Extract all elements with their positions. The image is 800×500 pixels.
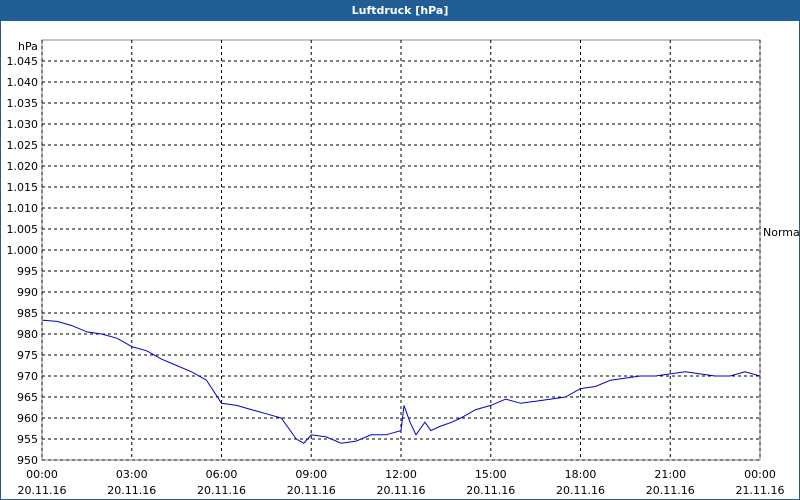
y-tick-label: 1.045 [7,55,39,68]
y-tick-label: 990 [17,286,38,299]
y-tick-label: 1.040 [7,76,39,89]
y-tick-label: 950 [17,454,38,467]
x-tick-date: 20.11.16 [377,484,426,497]
y-tick-label: 1.020 [7,160,39,173]
y-tick-label: 995 [17,265,38,278]
x-tick-date: 20.11.16 [18,484,67,497]
y-tick-label: 1.000 [7,244,39,257]
x-tick-label: 03:00 [116,468,148,481]
y-tick-label: 1.005 [7,223,39,236]
x-tick-date: 20.11.16 [197,484,246,497]
x-tick-date: 20.11.16 [556,484,605,497]
y-tick-label: 1.025 [7,139,39,152]
y-tick-label: 955 [17,433,38,446]
y-tick-label: 960 [17,412,38,425]
x-tick-label: 00:00 [744,468,776,481]
x-tick-label: 18:00 [565,468,597,481]
title-bar: Luftdruck [hPa] [1,1,799,21]
y-tick-label: 1.035 [7,97,39,110]
x-tick-date: 20.11.16 [287,484,336,497]
x-tick-label: 12:00 [385,468,417,481]
x-tick-date: 20.11.16 [646,484,695,497]
x-tick-label: 06:00 [206,468,238,481]
x-tick-date: 20.11.16 [107,484,156,497]
y-tick-label: 1.015 [7,181,39,194]
x-tick-date: 21.11.16 [736,484,785,497]
x-tick-label: 00:00 [26,468,58,481]
annotation: Normal [763,226,800,239]
y-tick-label: 965 [17,391,38,404]
x-tick-label: 15:00 [475,468,507,481]
x-tick-label: 21:00 [654,468,686,481]
y-tick-label: 980 [17,328,38,341]
data-line [41,319,761,444]
y-tick-label: 985 [17,307,38,320]
y-tick-label: 970 [17,370,38,383]
x-tick-label: 09:00 [295,468,327,481]
y-tick-label: 1.030 [7,118,39,131]
y-tick-label: 975 [17,349,38,362]
x-tick-date: 20.11.16 [466,484,515,497]
y-axis-label: hPa [18,40,38,53]
y-tick-label: 1.010 [7,202,39,215]
